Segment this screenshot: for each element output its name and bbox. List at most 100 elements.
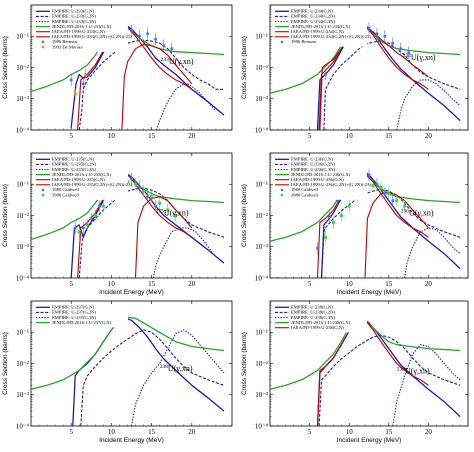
legend-marker xyxy=(280,193,284,197)
legend-entry: EMPIRE: U-236(G,3N) xyxy=(291,167,336,173)
legend: EMPIRE: U-238(G,N)EMPIRE: U-238(G,2N)EMP… xyxy=(273,305,367,333)
x-tick-label: 15 xyxy=(385,428,393,436)
legend-marker xyxy=(280,188,284,192)
y-tick-label: 10⁻² xyxy=(255,360,268,368)
y-axis-title: Cross Section (barns) xyxy=(241,36,248,99)
chart-panel-6: 5 10 15 20 10⁻⁴ 10⁻³ 10⁻² 10⁻¹ Incident Energy (… xyxy=(241,300,469,444)
legend-entry: EMPIRE: U-235(G,2N) xyxy=(52,162,97,168)
chart-panel-2: 5 10 15 20 10⁻⁴ 10⁻³ 10⁻² 10⁻¹ Cross Section (ba… xyxy=(241,4,469,140)
data-point xyxy=(323,235,327,239)
y-tick-label: 10⁻³ xyxy=(255,243,268,251)
series-line xyxy=(130,329,225,426)
series-line xyxy=(121,43,193,130)
annotation-mass-number: 235 xyxy=(156,209,165,215)
legend-entry: 1980 Caldwell xyxy=(52,187,80,192)
x-tick-label: 20 xyxy=(188,132,196,140)
data-point xyxy=(73,92,77,96)
annotation-reaction: U(γ,xn) xyxy=(169,57,194,66)
y-tick-label: 10⁻³ xyxy=(255,391,268,399)
data-point xyxy=(375,182,379,186)
series-line xyxy=(316,316,461,426)
data-point xyxy=(93,214,97,217)
reaction-annotation: 233U(γ,xn) xyxy=(161,57,194,66)
x-tick-label: 5 xyxy=(69,132,73,140)
legend: EMPIRE: U-236(G,N)EMPIRE: U-236(G,2N)EMP… xyxy=(273,157,371,200)
legend-entry: EMPIRE: U-235(G,N) xyxy=(52,157,94,163)
series-line xyxy=(396,79,461,130)
data-point xyxy=(146,195,150,199)
data-point xyxy=(85,223,89,227)
legend-entry: EMPIRE: U-238(G,2N) xyxy=(291,310,336,316)
legend-entry: EMPIRE: U-234(G,N) xyxy=(291,9,333,15)
legend-entry: IAEA/PD-1999:U-236(G,N) xyxy=(291,177,344,183)
annotation-reaction: U(γ,xn) xyxy=(168,364,193,373)
y-tick-label: 10⁻² xyxy=(255,64,268,72)
y-tick-label: 10⁻³ xyxy=(255,95,268,103)
y-tick-label: 10⁻² xyxy=(16,212,29,220)
y-axis-title: Cross Section (barns) xyxy=(2,332,9,395)
x-tick-label: 20 xyxy=(425,428,433,436)
legend-entry: EMPIRE: U-234(G,2N) xyxy=(291,14,336,20)
data-point xyxy=(395,199,399,203)
legend: EMPIRE: U-233(G,N)EMPIRE: U-233(G,2N)EMP… xyxy=(34,9,132,52)
chart-panel-3: 5 10 15 20 10⁻⁴ 10⁻³ 10⁻² 10⁻¹ Incident Energy (… xyxy=(2,152,233,296)
data-point xyxy=(375,32,379,36)
x-tick-label: 15 xyxy=(385,280,393,288)
legend-entry: IAEA/PD-1999:U-234(G,N) xyxy=(291,29,344,35)
legend-marker xyxy=(41,188,45,192)
series-line xyxy=(364,191,429,278)
y-tick-label: 10⁻⁴ xyxy=(255,274,269,282)
data-point xyxy=(174,214,178,217)
reaction-annotation: 238U(γ,xn) xyxy=(397,367,430,376)
data-point xyxy=(391,199,395,203)
y-tick-label: 10⁻¹ xyxy=(16,181,29,189)
annotation-mass-number: 233 xyxy=(161,57,170,63)
data-point xyxy=(150,195,154,199)
series-line xyxy=(155,83,217,130)
x-tick-label: 10 xyxy=(108,280,116,288)
x-tick-label: 5 xyxy=(308,428,312,436)
series-group xyxy=(31,316,225,426)
x-tick-label: 15 xyxy=(148,132,156,140)
x-tick-label: 5 xyxy=(308,280,312,288)
legend-marker xyxy=(41,40,45,44)
data-point xyxy=(391,41,395,45)
data-point xyxy=(130,29,133,33)
legend-entry: JENDL/PD-2016.1:U-234(G,X) xyxy=(291,24,351,30)
y-tick-label: 10⁻¹ xyxy=(16,329,29,337)
legend-entry: IAEA/PD-1999:U-235(G,2N)+(G,2N)(-23) xyxy=(52,182,132,188)
annotation-reaction: U(γ,xn) xyxy=(409,209,434,218)
series-line xyxy=(72,317,225,426)
legend-entry: EMPIRE: U-237(G,N) xyxy=(52,305,94,311)
annotation-mass-number: 236 xyxy=(401,209,410,215)
x-tick-label: 15 xyxy=(148,428,156,436)
data-point xyxy=(379,185,383,189)
x-axis-title: Incident Energy (MeV) xyxy=(337,289,402,296)
legend-entry: EMPIRE: U-235(G,3N) xyxy=(52,167,97,173)
legend-entry: 1993 De Moraes xyxy=(52,44,83,49)
data-point xyxy=(162,44,166,48)
x-axis-title: Incident Energy (MeV) xyxy=(99,289,164,296)
annotation-mass-number: 238 xyxy=(160,364,169,370)
series-line xyxy=(134,196,193,278)
data-point xyxy=(77,230,81,234)
data-point xyxy=(335,199,339,203)
data-point xyxy=(130,177,133,181)
y-tick-label: 10⁻⁴ xyxy=(255,422,269,430)
legend-entry: 1980 Caldwell xyxy=(291,192,319,197)
chart-panel-5: 5 10 15 20 10⁻⁴ 10⁻³ 10⁻² 10⁻¹ Incident Energy (… xyxy=(2,300,233,444)
series-line xyxy=(323,40,461,130)
legend-entry: IAEA/PD-1999:U-236(G,2N)+(G,2N)(-23) xyxy=(291,182,371,188)
data-point xyxy=(383,34,387,38)
data-point xyxy=(316,246,320,250)
y-tick-label: 10⁻¹ xyxy=(16,33,29,41)
legend-entry: EMPIRE: U-238(G,3N) xyxy=(291,315,336,321)
series-line xyxy=(392,344,461,426)
data-point xyxy=(399,47,403,51)
chart-panel-1: 5 10 15 20 10⁻⁴ 10⁻³ 10⁻² 10⁻¹ Cross Section (ba… xyxy=(2,4,233,140)
series-line xyxy=(404,227,461,278)
y-tick-label: 10⁻² xyxy=(255,212,268,220)
data-point xyxy=(154,204,158,208)
data-point xyxy=(81,226,85,230)
x-tick-label: 5 xyxy=(69,428,73,436)
